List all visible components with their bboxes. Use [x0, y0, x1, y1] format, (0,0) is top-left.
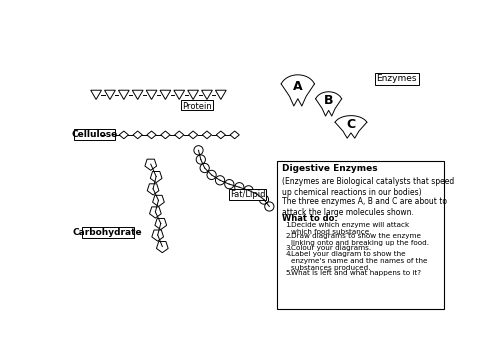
Text: (Enzymes are Biological catalysts that speed
up chemical reactions in our bodies: (Enzymes are Biological catalysts that s…: [282, 177, 454, 197]
Text: Fat/Lipid: Fat/Lipid: [230, 190, 266, 199]
Text: Protein: Protein: [182, 102, 212, 110]
Text: Enzymes: Enzymes: [376, 74, 417, 83]
Text: Decide which enzyme will attack
which food substance.: Decide which enzyme will attack which fo…: [291, 222, 409, 235]
FancyBboxPatch shape: [230, 189, 266, 200]
Text: 2.: 2.: [286, 233, 292, 239]
FancyBboxPatch shape: [277, 161, 444, 309]
Text: What to do:: What to do:: [282, 214, 338, 223]
Text: C: C: [346, 118, 356, 131]
Text: Digestive Enzymes: Digestive Enzymes: [282, 164, 378, 173]
Text: 1.: 1.: [286, 222, 292, 228]
Text: Label your diagram to show the
enzyme's name and the names of the
substances pro: Label your diagram to show the enzyme's …: [291, 251, 428, 271]
Text: Cellulose: Cellulose: [72, 130, 118, 139]
Text: Colour your diagrams.: Colour your diagrams.: [291, 245, 371, 251]
Text: Draw diagrams to show the enzyme
linking onto and breaking up the food.: Draw diagrams to show the enzyme linking…: [291, 233, 429, 246]
FancyBboxPatch shape: [82, 227, 134, 238]
FancyBboxPatch shape: [181, 100, 213, 110]
Text: What is left and what happens to it?: What is left and what happens to it?: [291, 270, 421, 276]
FancyBboxPatch shape: [74, 129, 116, 140]
Text: B: B: [324, 95, 334, 107]
Text: 4.: 4.: [286, 251, 292, 257]
Text: The three enzymes A, B and C are about to
attack the large molecules shown.: The three enzymes A, B and C are about t…: [282, 197, 446, 217]
Text: 5.: 5.: [286, 270, 292, 276]
Text: 3.: 3.: [286, 245, 292, 251]
Text: A: A: [293, 80, 302, 93]
FancyBboxPatch shape: [375, 73, 418, 85]
Text: Carbohydrate: Carbohydrate: [73, 228, 142, 237]
